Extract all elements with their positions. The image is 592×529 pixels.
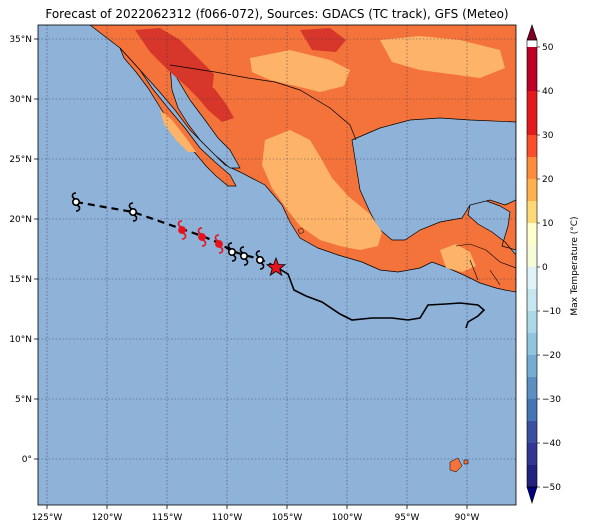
colorbar-label: Max Temperature (°C) xyxy=(570,216,580,315)
zone-hot-sinaloa xyxy=(196,82,234,122)
colorbar-band xyxy=(527,69,537,91)
colorbar-frame xyxy=(526,39,538,488)
zone-hot-sonora xyxy=(135,28,214,98)
colorbar-tick-label: 40 xyxy=(542,87,554,97)
map-frame xyxy=(37,24,517,506)
zone-hot-texas xyxy=(300,28,346,52)
lat-tick-label: 0° xyxy=(22,455,32,465)
lon-tick-label: 95°W xyxy=(395,513,420,523)
colorbar-tick-label: −40 xyxy=(542,439,561,449)
colorbar-band xyxy=(527,91,537,113)
us-mexico-border xyxy=(169,64,357,141)
lon-tick-labels: 125°W 120°W 115°W 110°W 105°W 100°W 95°W… xyxy=(32,513,480,523)
colorbar: 50 40 30 20 10 0 −10 −20 −30 −40 −50 Max… xyxy=(526,24,580,505)
colorbar-tick-label: −50 xyxy=(542,483,561,493)
colorbar-tick-label: 50 xyxy=(542,43,554,53)
colorbar-band xyxy=(527,333,537,355)
map-title: Forecast of 2022062312 (f066-072), Sourc… xyxy=(45,7,509,21)
colorbar-band xyxy=(527,443,537,465)
land-galapagos xyxy=(449,457,469,473)
lat-tick-label: 5°N xyxy=(15,395,32,405)
lat-tick-label: 35°N xyxy=(9,35,32,45)
tick-marks xyxy=(34,38,468,509)
colorbar-band xyxy=(527,179,537,201)
land-baja-california xyxy=(119,47,237,187)
colorbar-band xyxy=(527,355,537,377)
lon-tick-label: 115°W xyxy=(152,513,183,523)
lon-tick-label: 100°W xyxy=(332,513,363,523)
gridlines xyxy=(38,25,516,505)
colorbar-tick-label: −20 xyxy=(542,351,561,361)
lat-tick-label: 25°N xyxy=(9,155,32,165)
colorbar-band xyxy=(527,267,537,289)
lat-tick-label: 30°N xyxy=(9,95,32,105)
colorbar-band xyxy=(527,289,537,311)
colorbar-band xyxy=(527,157,537,179)
colorbar-tick-label: −10 xyxy=(542,307,561,317)
lon-tick-label: 90°W xyxy=(455,513,480,523)
colorbar-max-arrow xyxy=(526,24,538,41)
zone-cooler-guatemala xyxy=(440,244,476,272)
lat-tick-labels: 35°N 30°N 25°N 20°N 15°N 10°N 5°N 0° xyxy=(9,35,32,465)
colorbar-tick-label: 10 xyxy=(542,219,554,229)
central-america-borders xyxy=(455,243,516,286)
zone-cooler-north xyxy=(250,50,350,92)
lon-tick-label: 110°W xyxy=(212,513,243,523)
colorbar-band xyxy=(527,399,537,421)
colorbar-band xyxy=(527,113,537,135)
lat-tick-label: 10°N xyxy=(9,335,32,345)
colorbar-band xyxy=(527,377,537,399)
colorbar-band xyxy=(527,465,537,487)
map-panel xyxy=(38,25,516,505)
star-icon xyxy=(265,256,287,277)
lon-tick-label: 120°W xyxy=(92,513,123,523)
colorbar-min-arrow xyxy=(526,486,538,505)
zone-cooler-baja xyxy=(160,110,196,152)
colorbar-band xyxy=(527,421,537,443)
colorbar-band xyxy=(527,201,537,223)
land-revillagigedo xyxy=(297,227,305,235)
lat-tick-label: 15°N xyxy=(9,275,32,285)
gulf-of-california xyxy=(169,64,241,169)
lon-tick-label: 105°W xyxy=(272,513,303,523)
track-observed xyxy=(275,266,486,329)
colorbar-band xyxy=(527,47,537,69)
colorbar-ticks xyxy=(537,46,540,488)
gulf-of-mexico xyxy=(351,117,516,241)
colorbar-tick-label: 20 xyxy=(542,175,554,185)
colorbar-band xyxy=(527,311,537,333)
zone-cooler-interior xyxy=(262,130,382,250)
colorbar-tick-label: 30 xyxy=(542,131,554,141)
colorbar-tick-label: −30 xyxy=(542,395,561,405)
colorbar-band xyxy=(527,135,537,157)
zone-cooler-east xyxy=(380,36,505,78)
lon-tick-label: 125°W xyxy=(32,513,63,523)
colorbar-tick-label: 0 xyxy=(542,263,548,273)
colorbar-band xyxy=(527,245,537,267)
colorbar-band xyxy=(527,223,537,245)
lat-tick-label: 20°N xyxy=(9,215,32,225)
